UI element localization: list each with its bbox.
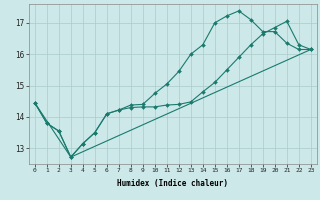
X-axis label: Humidex (Indice chaleur): Humidex (Indice chaleur) bbox=[117, 179, 228, 188]
